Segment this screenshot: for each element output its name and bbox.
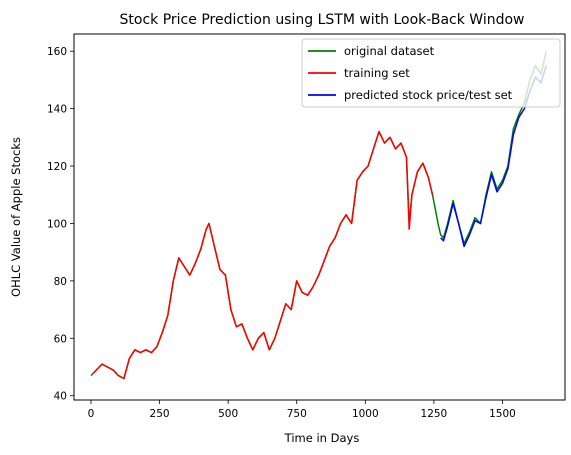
legend-label: original dataset — [344, 44, 435, 58]
y-tick-label: 100 — [47, 218, 67, 230]
x-tick-label: 1500 — [489, 408, 516, 420]
y-tick-label: 80 — [54, 276, 67, 288]
legend-label: predicted stock price/test set — [344, 88, 513, 102]
y-tick-label: 160 — [47, 46, 67, 58]
y-axis: 40 60 80 100 120 140 160 — [47, 46, 74, 403]
y-tick-label: 40 — [54, 391, 67, 403]
plot-frame — [73, 33, 566, 401]
x-axis: 0 250 500 750 1000 1250 1500 — [88, 400, 516, 420]
chart-title: Stock Price Prediction using LSTM with L… — [120, 12, 525, 28]
y-tick-label: 60 — [54, 333, 67, 345]
x-tick-label: 1000 — [352, 408, 379, 420]
x-tick-label: 500 — [218, 408, 238, 420]
x-tick-label: 1250 — [421, 408, 448, 420]
x-tick-label: 750 — [287, 408, 307, 420]
y-axis-label: OHLC Value of Apple Stocks — [9, 137, 23, 297]
y-tick-label: 120 — [47, 161, 67, 173]
legend: original dataset training set predicted st… — [301, 38, 561, 108]
legend-label: training set — [344, 66, 410, 80]
series-line-1 — [93, 130, 434, 380]
x-tick-label: 250 — [150, 408, 170, 420]
y-tick-label: 140 — [47, 104, 67, 116]
x-axis-label: Time in Days — [284, 431, 360, 445]
x-tick-label: 0 — [88, 408, 95, 420]
legend-box — [301, 38, 561, 108]
